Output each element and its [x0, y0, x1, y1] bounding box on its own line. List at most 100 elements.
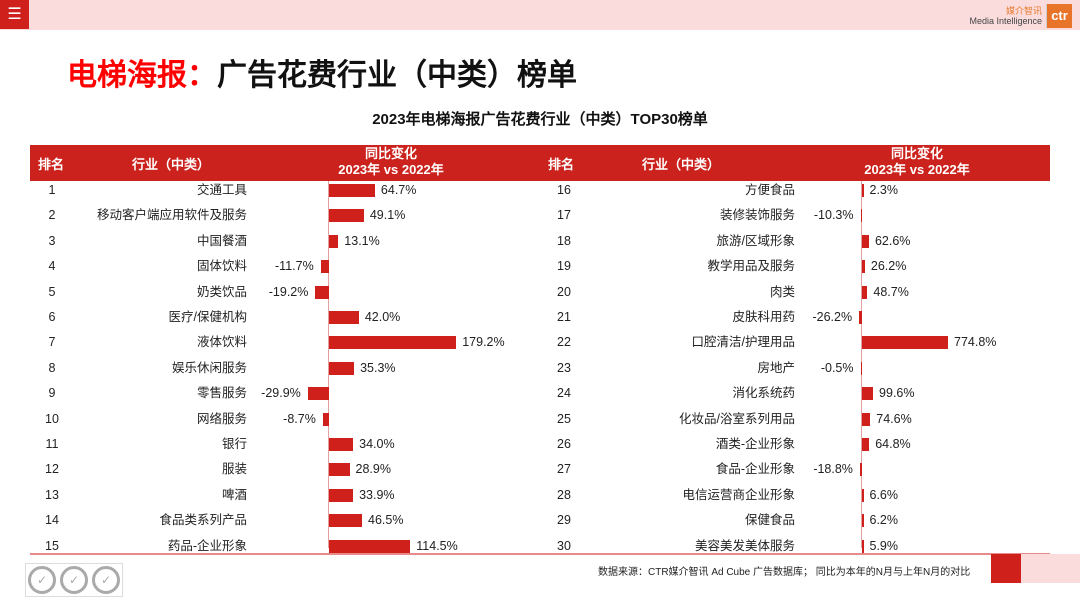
industry-cell: 教学用品及服务 [707, 259, 795, 274]
value-label: -19.2% [268, 284, 309, 299]
title-black: 广告花费行业（中类）榜单 [217, 58, 577, 93]
table-row: 18 旅游/区域形象 62.6% [0, 229, 1080, 254]
zero-axis-left [328, 181, 329, 548]
rank-cell: 30 [557, 538, 571, 553]
value-label: 5.9% [869, 538, 899, 553]
rank-cell: 2 [48, 208, 56, 223]
industry-cell: 酒类-企业形象 [715, 437, 795, 451]
industry-cell: 中国餐酒 [196, 233, 247, 248]
industry-cell: 交通工具 [196, 183, 247, 197]
value-label: 64.8% [875, 437, 911, 451]
value-label: 33.9% [359, 487, 395, 502]
value-label: 74.6% [876, 411, 912, 426]
rank-cell: 10 [45, 411, 59, 426]
table-row: 29 保健食品 6.2% [0, 508, 1080, 533]
bar-mark [329, 488, 354, 502]
value-label: 179.2% [462, 335, 505, 350]
table-row: 13 啤酒 33.9% [0, 483, 1080, 508]
bar-mark [862, 260, 865, 274]
bar-mark [862, 184, 864, 197]
table-row: 19 教学用品及服务 26.2% [0, 254, 1080, 279]
value-label: 99.6% [879, 386, 915, 401]
value-label: 42.0% [364, 310, 401, 324]
bar-mark [329, 361, 355, 375]
header-yoy-right: 同比变化 2023年 vs 2022年 [842, 146, 992, 178]
rank-cell: 23 [557, 360, 571, 375]
industry-cell: 保健食品 [744, 513, 795, 528]
rank-cell: 6 [48, 310, 56, 324]
table-row: 12 服装 28.9% [0, 457, 1080, 482]
rank-cell: 8 [48, 360, 56, 375]
rank-cell: 15 [45, 538, 59, 553]
industry-cell: 娱乐休闲服务 [171, 360, 247, 375]
rank-cell: 14 [45, 513, 59, 528]
rank-cell: 1 [48, 183, 56, 197]
ctr-logo: 媒介智讯 Media Intelligence ctr [969, 4, 1072, 28]
rank-cell: 26 [557, 437, 571, 451]
sgs-seal-icon: ✓ [28, 566, 56, 594]
table-row: 28 电信运营商企业形象 6.6% [0, 483, 1080, 508]
bar-mark [859, 311, 862, 324]
value-label: 774.8% [954, 335, 997, 350]
industry-cell: 皮肤科用药 [732, 310, 795, 324]
bar-mark [329, 234, 339, 248]
bar-mark [860, 209, 862, 223]
bar-mark [859, 463, 862, 477]
rank-cell: 25 [557, 411, 571, 426]
menu-icon[interactable]: ☰ [0, 0, 29, 29]
table-row: 4 固体饮料 -11.7% [0, 254, 1080, 279]
title-red: 电梯海报： [67, 58, 217, 93]
bar-mark [862, 539, 864, 553]
rank-cell: 11 [45, 437, 59, 451]
top-band [0, 0, 1080, 30]
footer-red-block [991, 554, 1021, 583]
bar-mark [329, 438, 354, 451]
value-label: 114.5% [416, 538, 458, 553]
rank-cell: 3 [48, 233, 56, 248]
rank-cell: 17 [557, 208, 571, 223]
table-row: 17 装修装饰服务 -10.3% [0, 203, 1080, 228]
rank-cell: 24 [557, 386, 571, 401]
table-row: 10 网络服务 -8.7% [0, 407, 1080, 432]
bar-mark [315, 285, 329, 299]
value-label: -26.2% [812, 310, 853, 324]
industry-cell: 方便食品 [744, 183, 795, 197]
table-row: 3 中国餐酒 13.1% [0, 229, 1080, 254]
bar-mark [329, 463, 350, 477]
table-row: 26 酒类-企业形象 64.8% [0, 432, 1080, 457]
rank-cell: 13 [45, 487, 59, 502]
table-row: 20 肉类 48.7% [0, 280, 1080, 305]
industry-cell: 银行 [221, 437, 247, 451]
value-label: 48.7% [873, 284, 909, 299]
bar-mark [862, 514, 864, 528]
value-label: -8.7% [283, 411, 316, 426]
industry-cell: 口腔清洁/护理用品 [691, 335, 795, 350]
bar-mark [862, 438, 870, 451]
rank-cell: 22 [557, 335, 571, 350]
header-yoy-left: 同比变化 2023年 vs 2022年 [316, 146, 466, 178]
bar-mark [320, 260, 329, 274]
industry-cell: 啤酒 [221, 487, 247, 502]
table-row: 8 娱乐休闲服务 35.3% [0, 356, 1080, 381]
rank-cell: 19 [557, 259, 571, 274]
rank-cell: 18 [557, 233, 571, 248]
bar-mark [862, 336, 948, 350]
yoy-line2: 2023年 vs 2022年 [338, 162, 444, 177]
value-label: 6.2% [869, 513, 899, 528]
header-rank-left: 排名 [38, 157, 65, 172]
rank-cell: 27 [557, 462, 571, 477]
bar-mark [862, 488, 864, 502]
industry-cell: 液体饮料 [196, 335, 247, 350]
table-row: 7 液体饮料 179.2% [0, 330, 1080, 355]
table-row: 5 奶类饮品 -19.2% [0, 280, 1080, 305]
logo-mark: ctr [1046, 4, 1072, 28]
industry-cell: 装修装饰服务 [719, 208, 795, 223]
bar-mark [329, 311, 359, 324]
rank-cell: 9 [48, 386, 56, 401]
table-row: 11 银行 34.0% [0, 432, 1080, 457]
table-row: 16 方便食品 2.3% [0, 178, 1080, 203]
data-source: 数据来源：CTR媒介智讯 Ad Cube 广告数据库； 同比为本年的N月与上年N… [598, 567, 971, 578]
value-label: 2.3% [869, 183, 899, 197]
industry-cell: 电信运营商企业形象 [682, 487, 795, 502]
rank-cell: 16 [557, 183, 571, 197]
